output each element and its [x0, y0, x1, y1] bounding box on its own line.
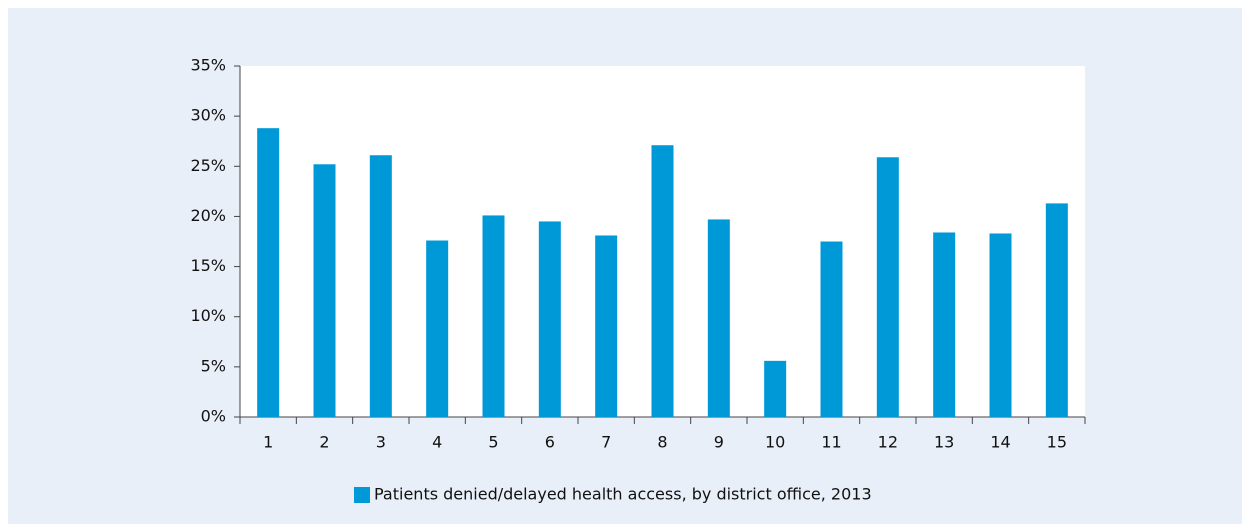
- x-tick-label: 6: [545, 433, 555, 452]
- y-tick-label: 15%: [190, 256, 226, 275]
- x-tick-label: 4: [432, 433, 442, 452]
- y-tick-label: 35%: [190, 56, 226, 75]
- x-tick-label: 3: [376, 433, 386, 452]
- bar: [538, 221, 561, 417]
- bar: [876, 157, 899, 417]
- x-tick-label: 11: [821, 433, 841, 452]
- bar: [313, 164, 336, 417]
- bar: [482, 215, 505, 417]
- x-tick-label: 1: [263, 433, 273, 452]
- bar: [426, 240, 449, 417]
- bar: [933, 232, 956, 417]
- x-tick-label: 13: [934, 433, 954, 452]
- bar: [651, 145, 674, 417]
- bar: [707, 219, 730, 417]
- bar: [257, 128, 280, 418]
- bar: [989, 233, 1012, 417]
- x-tick-label: 10: [765, 433, 785, 452]
- bar: [820, 241, 843, 417]
- x-tick-label: 8: [657, 433, 667, 452]
- y-tick-label: 25%: [190, 156, 226, 175]
- y-tick-label: 5%: [201, 356, 226, 375]
- bar: [1045, 203, 1068, 417]
- y-tick-label: 0%: [201, 407, 226, 426]
- x-tick-label: 15: [1047, 433, 1067, 452]
- bar: [369, 155, 392, 418]
- x-tick-label: 5: [488, 433, 498, 452]
- bar: [595, 235, 618, 417]
- x-tick-label: 9: [714, 433, 724, 452]
- bar: [764, 360, 787, 417]
- y-tick-label: 10%: [190, 306, 226, 325]
- legend-swatch: [354, 487, 370, 503]
- y-tick-label: 30%: [190, 106, 226, 125]
- x-tick-label: 12: [878, 433, 898, 452]
- x-tick-label: 2: [319, 433, 329, 452]
- x-tick-label: 14: [990, 433, 1010, 452]
- x-tick-label: 7: [601, 433, 611, 452]
- legend-label: Patients denied/delayed health access, b…: [374, 485, 872, 504]
- y-tick-label: 20%: [190, 206, 226, 225]
